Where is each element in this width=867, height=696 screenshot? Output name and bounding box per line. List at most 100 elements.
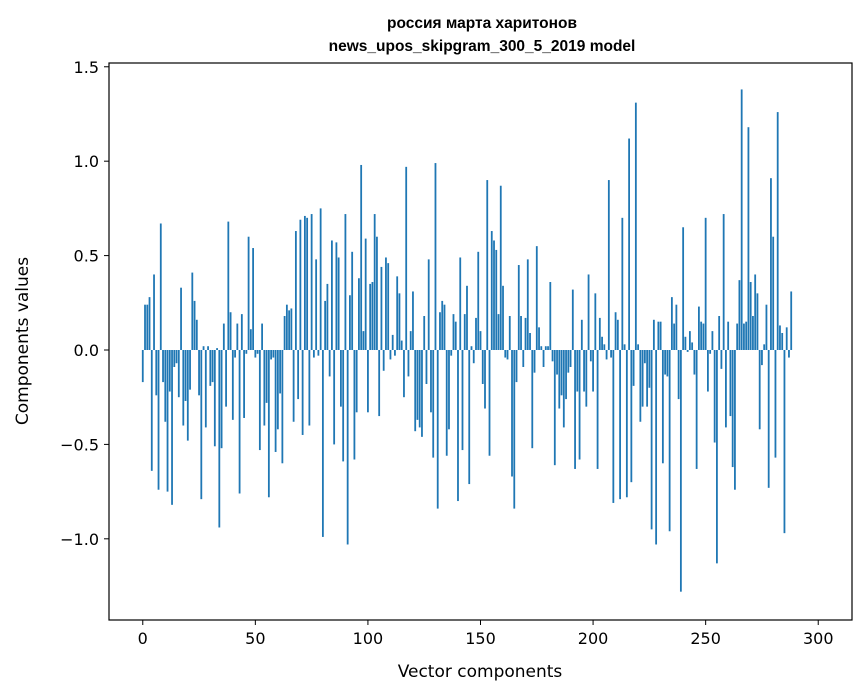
x-tick-label-0: 0 [138, 629, 148, 648]
bar-220 [637, 344, 640, 350]
bar-286 [785, 327, 788, 350]
bar-262 [731, 350, 734, 468]
bar-30 [209, 350, 212, 386]
bar-244 [691, 342, 694, 350]
bar-26 [200, 350, 203, 500]
bar-241 [684, 336, 687, 350]
y-tick-label-5: 1.5 [74, 58, 99, 77]
bar-137 [450, 350, 453, 356]
y-axis-label: Components values [13, 257, 33, 425]
bar-208 [610, 350, 612, 358]
bar-232 [664, 350, 667, 375]
bar-253 [711, 331, 714, 350]
bar-114 [398, 293, 401, 350]
y-tick-label-2: 0.0 [74, 341, 99, 360]
bar-54 [263, 350, 266, 426]
bar-5 [153, 274, 155, 350]
bar-102 [371, 282, 374, 350]
bar-250 [704, 217, 707, 350]
bar-184 [556, 350, 558, 375]
bar-63 [283, 316, 286, 350]
bar-281 [774, 350, 777, 458]
bar-233 [666, 350, 669, 377]
bar-152 [484, 350, 486, 409]
bar-119 [409, 331, 412, 350]
bar-39 [229, 312, 232, 350]
bar-166 [515, 350, 518, 383]
bar-146 [470, 346, 473, 350]
bar-248 [700, 321, 703, 350]
bar-214 [623, 344, 626, 350]
bar-245 [693, 350, 696, 375]
bar-219 [634, 102, 637, 351]
bar-257 [720, 350, 723, 369]
bar-96 [358, 278, 360, 350]
bar-33 [216, 348, 218, 350]
bar-162 [506, 350, 509, 360]
bar-145 [468, 350, 471, 485]
bar-185 [558, 350, 561, 409]
bar-97 [360, 164, 363, 350]
bar-17 [180, 287, 182, 350]
bar-67 [292, 350, 295, 422]
bar-204 [601, 336, 603, 350]
bar-230 [659, 321, 662, 350]
bar-92 [349, 295, 351, 350]
bar-173 [531, 350, 534, 449]
bar-7 [157, 350, 160, 490]
bar-280 [772, 236, 775, 350]
bar-86 [335, 242, 338, 350]
bar-99 [364, 238, 367, 350]
bar-218 [632, 350, 635, 386]
bar-205 [603, 344, 606, 350]
bar-15 [175, 350, 178, 364]
bar-42 [236, 323, 239, 350]
bar-201 [594, 293, 597, 350]
bar-209 [612, 350, 615, 503]
bar-196 [583, 350, 585, 392]
bar-271 [752, 316, 754, 350]
bar-268 [745, 321, 748, 350]
bar-159 [499, 185, 502, 350]
bar-93 [351, 251, 354, 350]
bar-216 [628, 138, 630, 350]
plot-frame [108, 62, 853, 621]
bar-164 [511, 350, 513, 477]
bar-182 [551, 350, 554, 362]
bar-44 [240, 314, 243, 350]
bar-84 [331, 240, 333, 350]
bar-188 [565, 350, 567, 400]
bar-12 [168, 350, 171, 392]
bar-150 [479, 331, 482, 350]
bar-46 [245, 350, 248, 354]
bar-242 [686, 350, 689, 352]
bar-249 [702, 323, 705, 350]
bar-27 [202, 346, 205, 350]
bar-163 [508, 316, 511, 350]
bar-155 [490, 231, 493, 350]
bar-95 [355, 350, 358, 413]
bar-47 [247, 236, 250, 350]
bar-51 [256, 350, 259, 354]
bar-127 [427, 259, 430, 350]
bar-222 [641, 350, 644, 407]
bar-79 [319, 208, 322, 350]
bar-169 [522, 350, 525, 367]
bar-147 [472, 350, 475, 364]
bar-203 [598, 317, 601, 350]
bar-178 [542, 350, 545, 367]
bar-75 [310, 214, 313, 350]
bar-57 [270, 350, 273, 360]
bar-276 [763, 344, 766, 350]
bar-1 [144, 304, 146, 350]
x-tick-label-300: 300 [803, 629, 834, 648]
bar-134 [443, 304, 446, 350]
bar-109 [387, 263, 390, 350]
bar-38 [227, 221, 230, 350]
bar-243 [688, 331, 691, 350]
bar-106 [380, 266, 383, 350]
chart-title: россия марта харитонов [387, 15, 577, 32]
bar-64 [285, 304, 288, 350]
bar-264 [736, 323, 739, 350]
